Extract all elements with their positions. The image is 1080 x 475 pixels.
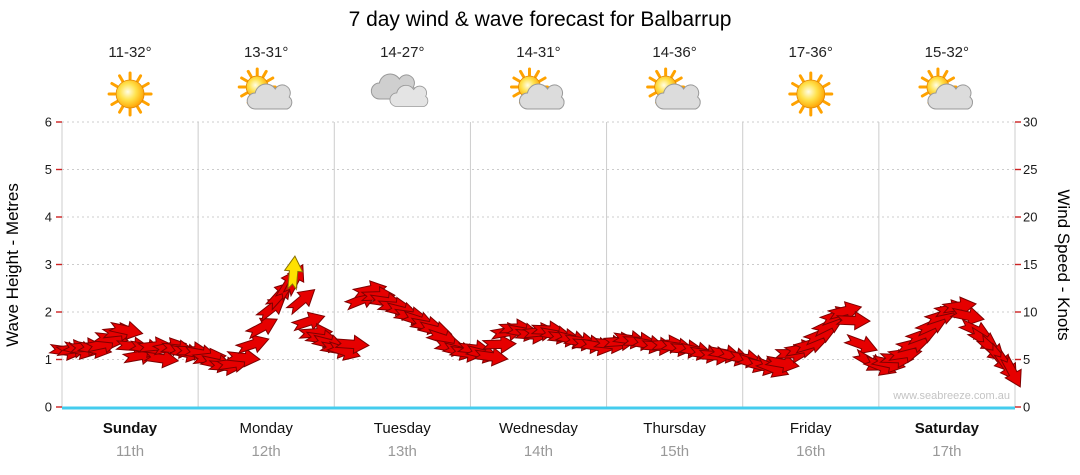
right-axis-tick-label: 10 — [1023, 305, 1037, 320]
day-date-label: 14th — [523, 443, 554, 460]
day-name-label: Wednesday — [498, 420, 578, 437]
right-axis-tick-label: 20 — [1023, 210, 1037, 225]
right-axis-tick-label: 25 — [1023, 162, 1037, 177]
day-name-label: Tuesday — [373, 420, 431, 437]
left-axis-tick-label: 4 — [45, 210, 52, 225]
left-axis-tick-label: 0 — [45, 400, 52, 415]
wind-arrows-layer — [48, 255, 1022, 388]
wind-arrow — [334, 334, 370, 355]
left-axis-tick-label: 1 — [45, 352, 52, 367]
right-axis-tick-label: 0 — [1023, 400, 1030, 415]
day-name-label: Saturday — [914, 420, 979, 437]
page-title: 7 day wind & wave forecast for Balbarrup — [348, 8, 732, 31]
left-axis-tick-label: 3 — [45, 257, 52, 272]
day-temp: 11-32° — [108, 44, 152, 61]
wind-arrow — [835, 310, 871, 331]
wind-arrow — [472, 347, 509, 367]
watermark: www.seabreeze.com.au — [893, 390, 1010, 402]
wind-arrow — [108, 320, 144, 341]
day-temp: 15-32° — [924, 44, 970, 61]
wind-arrow — [234, 334, 270, 355]
day-name-label: Friday — [789, 420, 832, 437]
wind-arrow — [481, 334, 517, 355]
weather-icon-sunny — [107, 71, 153, 117]
left-axis-tick-label: 2 — [45, 305, 52, 320]
day-date-label: 11th — [115, 443, 145, 460]
left-axis-tick-label: 5 — [45, 162, 52, 177]
wind-arrow — [225, 347, 261, 368]
day-name-label: Thursday — [643, 420, 706, 437]
wind-arrow — [999, 354, 1022, 388]
weather-icon-sunny — [788, 71, 834, 117]
wind-arrow — [244, 317, 278, 340]
day-temp: 14-36° — [652, 44, 697, 61]
right-axis-tick-label: 15 — [1023, 257, 1037, 272]
highlight-wind-arrow — [283, 255, 304, 291]
weather-icon-partly-cloudy — [918, 67, 974, 110]
right-axis-tick-label: 30 — [1023, 115, 1037, 130]
day-temp: 14-27° — [380, 44, 425, 61]
day-temp: 13-31° — [243, 44, 289, 61]
weather-icon-partly-cloudy — [510, 67, 565, 110]
weather-icon-partly-cloudy — [237, 67, 293, 110]
right-axis-tick-label: 5 — [1023, 352, 1030, 367]
weather-icon-partly-cloudy — [646, 67, 701, 110]
weather-icon-cloudy — [370, 73, 429, 107]
axis-ticks: 0 1 2 3 4 5 6 0 5 10 15 20 25 30 — [45, 115, 1038, 415]
day-date-label: 12th — [251, 443, 281, 460]
day-name-label: Sunday — [102, 420, 158, 437]
day-date-label: 17th — [932, 443, 962, 460]
day-temp: 14-31° — [516, 44, 561, 61]
day-date-label: 13th — [387, 443, 417, 460]
weather-icons — [107, 67, 974, 117]
day-date-label: 15th — [659, 443, 690, 460]
day-name-label: Monday — [239, 420, 293, 437]
left-axis-tick-label: 6 — [45, 115, 52, 130]
day-temp: 17-36° — [788, 44, 833, 61]
day-date-label: 16th — [796, 443, 826, 460]
wind-arrow — [285, 289, 316, 316]
